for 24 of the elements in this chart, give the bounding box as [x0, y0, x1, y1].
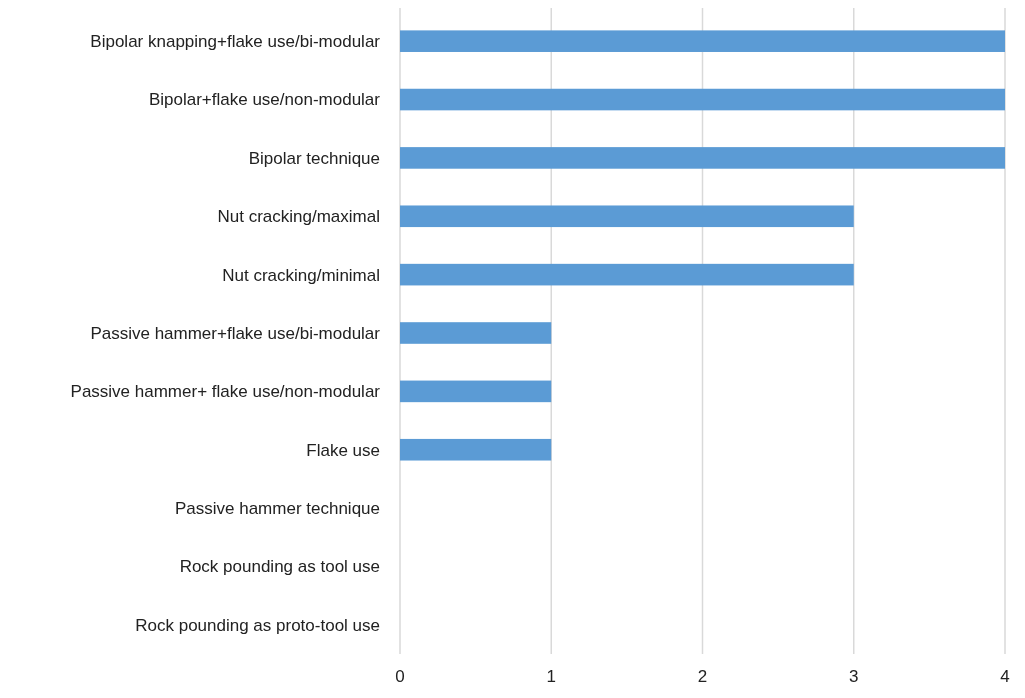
y-tick-label: Passive hammer+flake use/bi-modular — [90, 323, 381, 343]
bar — [400, 30, 1005, 52]
bar — [400, 147, 1005, 169]
bar — [400, 205, 854, 228]
y-tick-label: Nut cracking/minimal — [222, 265, 380, 285]
bar — [400, 88, 1005, 111]
x-tick-label: 0 — [395, 667, 405, 686]
y-tick-label: Rock pounding as tool use — [179, 557, 380, 577]
bar — [400, 380, 552, 403]
bar — [400, 322, 552, 344]
y-tick-label: Passive hammer technique — [174, 499, 380, 519]
y-tick-label: Flake use — [306, 440, 380, 460]
y-tick-label: Bipolar knapping+flake use/bi-modular — [90, 32, 381, 52]
bar — [400, 438, 552, 461]
x-tick-label: 1 — [546, 667, 556, 686]
bar — [400, 263, 854, 286]
y-tick-label: Bipolar+flake use/non-modular — [148, 90, 381, 110]
x-tick-label: 2 — [697, 667, 708, 686]
y-tick-label: Nut cracking/maximal — [217, 207, 380, 227]
x-tick-label: 3 — [849, 667, 859, 686]
y-tick-label: Passive hammer+ flake use/non-modular — [70, 382, 381, 402]
y-tick-label: Bipolar technique — [248, 148, 380, 168]
x-tick-label: 4 — [1000, 667, 1010, 686]
y-tick-label: Rock pounding as proto-tool use — [135, 615, 380, 635]
